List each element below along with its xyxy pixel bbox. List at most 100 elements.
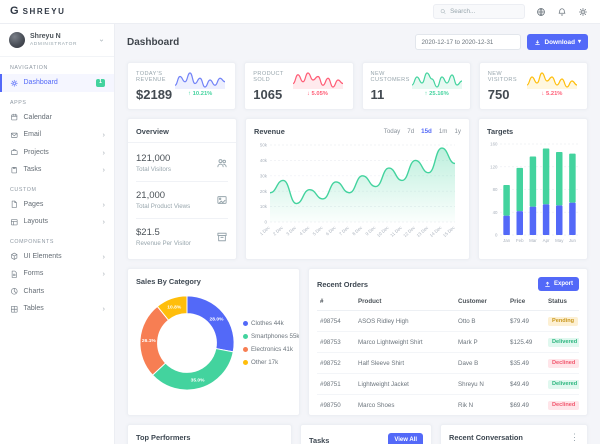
sales-by-category-card: Sales By Category 28.0% 35.0% 26.1% 10.8% C… [127,268,300,416]
date-range-input[interactable] [415,34,522,50]
svg-text:12 Dec: 12 Dec [402,224,416,238]
view-all-button[interactable]: View All [388,433,423,444]
sidebar-item-label: Tables [23,305,44,313]
stat-value: $2189 [136,87,173,102]
main-content: Dashboard Download ▾ TODAY'S REVENUE $218… [115,24,600,444]
search-icon [440,9,446,15]
column-header: Status [545,293,579,311]
overview-value: $21.5 [136,227,160,238]
legend-item[interactable]: Clothes 44k [243,320,299,327]
targets-bar-chart: 0 40 80 120 160 Jan Feb Mar Apr May Jun [490,142,579,243]
export-button[interactable]: Export [537,277,579,291]
period-7d[interactable]: 7d [407,128,415,135]
stat-value: 1065 [253,87,283,102]
sidebar-item-forms[interactable]: Forms › [0,265,114,283]
svg-text:40: 40 [493,210,498,215]
cell-product: ASOS Ridley High [355,310,455,332]
target-bar-bottom [569,202,576,235]
revenue-area-chart: 0 10k 20k 30k 40k 50k 1 Dec 2 Dec 3 Dec 4 Dec 5 De… [259,143,456,238]
cell-product: Marco Shoes [358,401,395,409]
apps-globe-icon[interactable] [536,7,546,17]
cell-product: Marco Lightweight Shirt [355,331,455,353]
sidebar-item-tables[interactable]: Tables › [0,300,114,318]
order-row: #98750 Marco Shoes Rik N $69.49 Declined [317,395,579,416]
svg-text:Apr: Apr [543,238,550,243]
chevron-right-icon: › [102,165,106,174]
period-1m[interactable]: 1m [438,128,448,135]
sidebar-item-label: UI Elements [23,252,62,260]
svg-text:50k: 50k [260,143,268,148]
svg-text:3 Dec: 3 Dec [285,224,297,236]
sidebar-item-projects[interactable]: Projects › [0,144,114,162]
legend-item[interactable]: Electronics 41k [243,346,299,353]
targets-card: Targets 0 40 80 120 160 Jan Feb Mar Apr May Jun [478,118,588,260]
overview-label: Total Visitors [136,166,171,173]
app-logo[interactable]: G SHREYU [0,6,115,17]
svg-text:8 Dec: 8 Dec [351,224,363,236]
cell-customer: Otto B [455,310,507,332]
status-badge: Delivered [548,337,579,347]
stat-change: ↑ 25.16% [424,91,449,97]
search-input[interactable] [450,8,518,15]
svg-text:Mar: Mar [529,238,537,243]
period-1y[interactable]: 1y [454,128,461,135]
nav-section-label: CUSTOM [10,186,37,193]
cell-status: Delivered [545,373,579,395]
legend-dot [243,347,248,352]
chevron-right-icon: › [102,304,106,313]
donut-slice [186,295,235,353]
file-icon [11,200,17,208]
stat-sparkline [175,72,226,89]
svg-text:9 Dec: 9 Dec [365,224,377,236]
stat-label: NEW CUSTOMERS [370,71,410,83]
sidebar-item-tasks[interactable]: Tasks › [0,161,114,179]
cell-price: $125.49 [507,331,545,353]
sidebar-item-calendar[interactable]: Calendar [0,109,114,127]
stat-change: ↓ 5.05% [307,91,328,97]
page-header: Dashboard Download ▾ [127,30,588,54]
stat-card: NEW VISITORS 750 ↓ 5.21% [478,62,588,110]
svg-text:80: 80 [493,187,498,192]
donut-slice-label: 28.0% [210,316,225,322]
sidebar-item-label: Pages [23,200,44,208]
order-row: #98754 ASOS Ridley High Otto B $79.49 Pendin… [317,310,579,332]
card-title: Revenue [254,127,285,136]
notifications-bell-icon[interactable] [557,7,567,17]
donut-slice-label: 10.8% [167,305,182,311]
cell-id: #98750 [320,401,341,409]
user-avatar [9,32,25,48]
sidebar-item-charts[interactable]: Charts [0,283,114,301]
mail-icon [10,132,18,138]
target-bar-bottom [516,211,523,235]
legend-item[interactable]: Smartphones 55k [243,333,299,340]
export-icon [545,281,550,287]
svg-text:1 Dec: 1 Dec [259,224,271,236]
sidebar-item-layouts[interactable]: Layouts › [0,213,114,231]
column-header: Price [507,293,545,311]
period-15d[interactable]: 15d [421,128,432,135]
archive-icon [217,232,227,242]
target-bar-bottom [529,206,537,235]
card-title: Recent Orders [317,279,368,289]
stat-label: PRODUCT SOLD [253,71,284,83]
target-bar-bottom [542,204,550,235]
cell-product: Lightweight Jacket [355,373,455,395]
legend-label: Electronics 41k [251,346,293,353]
kebab-menu-icon[interactable]: ⋮ [570,432,579,442]
sidebar-item-dashboard[interactable]: Dashboard 1 [0,74,114,92]
sidebar-item-email[interactable]: Email › [0,126,114,144]
legend-item[interactable]: Other 17k [243,359,299,366]
sidebar-item-ui-elements[interactable]: UI Elements › [0,248,114,266]
image-icon [217,196,227,204]
sidebar-item-pages[interactable]: Pages › [0,196,114,214]
chevron-right-icon: › [102,199,106,209]
cell-status: Declined [545,352,579,374]
svg-text:5 Dec: 5 Dec [312,224,324,236]
stat-value: 750 [487,87,510,102]
download-button[interactable]: Download ▾ [527,34,588,50]
settings-gear-icon[interactable] [578,7,588,17]
user-menu[interactable]: Shreyu N ADMINISTRATOR [0,24,114,57]
svg-text:10k: 10k [260,204,268,209]
overview-row: 21,000 Total Product Views [136,181,228,218]
period-today[interactable]: Today [383,128,401,135]
